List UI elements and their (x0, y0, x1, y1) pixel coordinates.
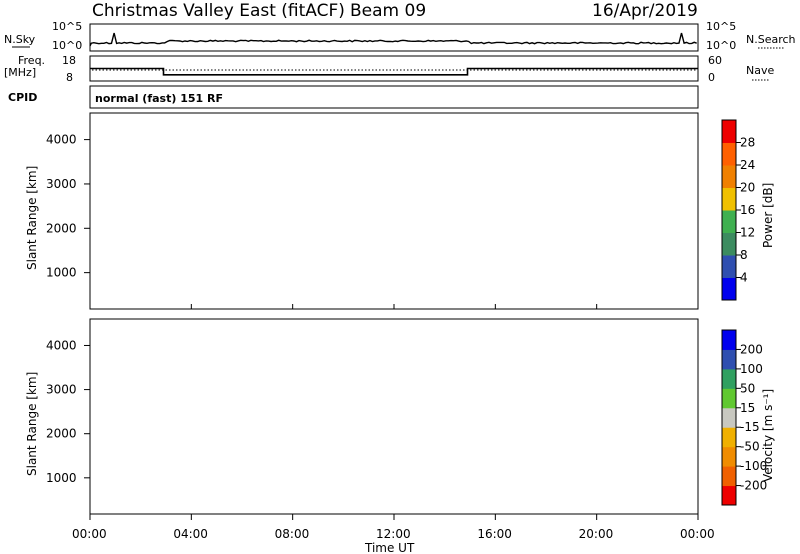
noise-left-top-tick: 10^5 (52, 20, 82, 33)
power-panel-frame (89, 112, 699, 310)
cpid-value: normal (fast) 151 RF (95, 92, 223, 105)
range-tick-label: 3000 (46, 177, 77, 191)
colorbar-segment (722, 210, 736, 233)
power-colorbar: 4 8 12 16 20 24 28 (721, 119, 755, 301)
freq-label-line2: [MHz] (4, 66, 36, 79)
freq-right-bottom-tick: 0 (708, 71, 715, 84)
colorbar-segment (722, 255, 736, 278)
date-title: 16/Apr/2019 (592, 1, 698, 21)
colorbar-tick-label: 28 (740, 136, 755, 150)
colorbar-tick-label: 16 (740, 203, 755, 217)
freq-left-top-tick: 18 (62, 54, 76, 67)
cpid-panel-frame (89, 85, 699, 109)
colorbar-segment (722, 120, 736, 143)
freq-right-top-tick: 60 (708, 54, 722, 67)
noise-sky-series-line (89, 32, 697, 47)
noise-panel-frame (89, 23, 699, 52)
power-colorbar-label: Power [dB] (761, 183, 775, 248)
freq-left-bottom-tick: 8 (66, 71, 73, 84)
power-ylabel: Slant Range [km] (25, 166, 39, 270)
colorbar-segment (722, 277, 736, 301)
range-tick-label: 4000 (46, 133, 77, 147)
colorbar-segment (722, 165, 736, 188)
colorbar-segment (722, 232, 736, 256)
noise-left-bottom-tick: 10^0 (52, 39, 82, 52)
nsearch-label: N.Search (746, 33, 796, 46)
frequency-series-line (90, 67, 698, 76)
cpid-label: CPID (8, 91, 37, 104)
range-tick-label: 1000 (46, 266, 77, 280)
noise-right-top-tick: 10^5 (706, 20, 736, 33)
colorbar-tick-label: 8 (740, 248, 748, 262)
range-tick-label: 2000 (46, 221, 77, 235)
beam-title: Beam 09 (350, 1, 426, 21)
colorbar-tick-label: 4 (740, 271, 748, 285)
station-title: Christmas Valley East (fitACF) (92, 1, 345, 21)
colorbar-tick-label: 20 (740, 181, 755, 195)
colorbar-segment (722, 142, 736, 166)
noise-right-bottom-tick: 10^0 (706, 39, 736, 52)
nsky-label: N.Sky (4, 33, 36, 46)
colorbar-tick-label: 12 (740, 226, 755, 240)
freq-label-line1: Freq. (18, 54, 45, 67)
colorbar-tick-label: 24 (740, 158, 755, 172)
colorbar-segment (722, 187, 736, 211)
nave-label: Nave (746, 64, 774, 77)
